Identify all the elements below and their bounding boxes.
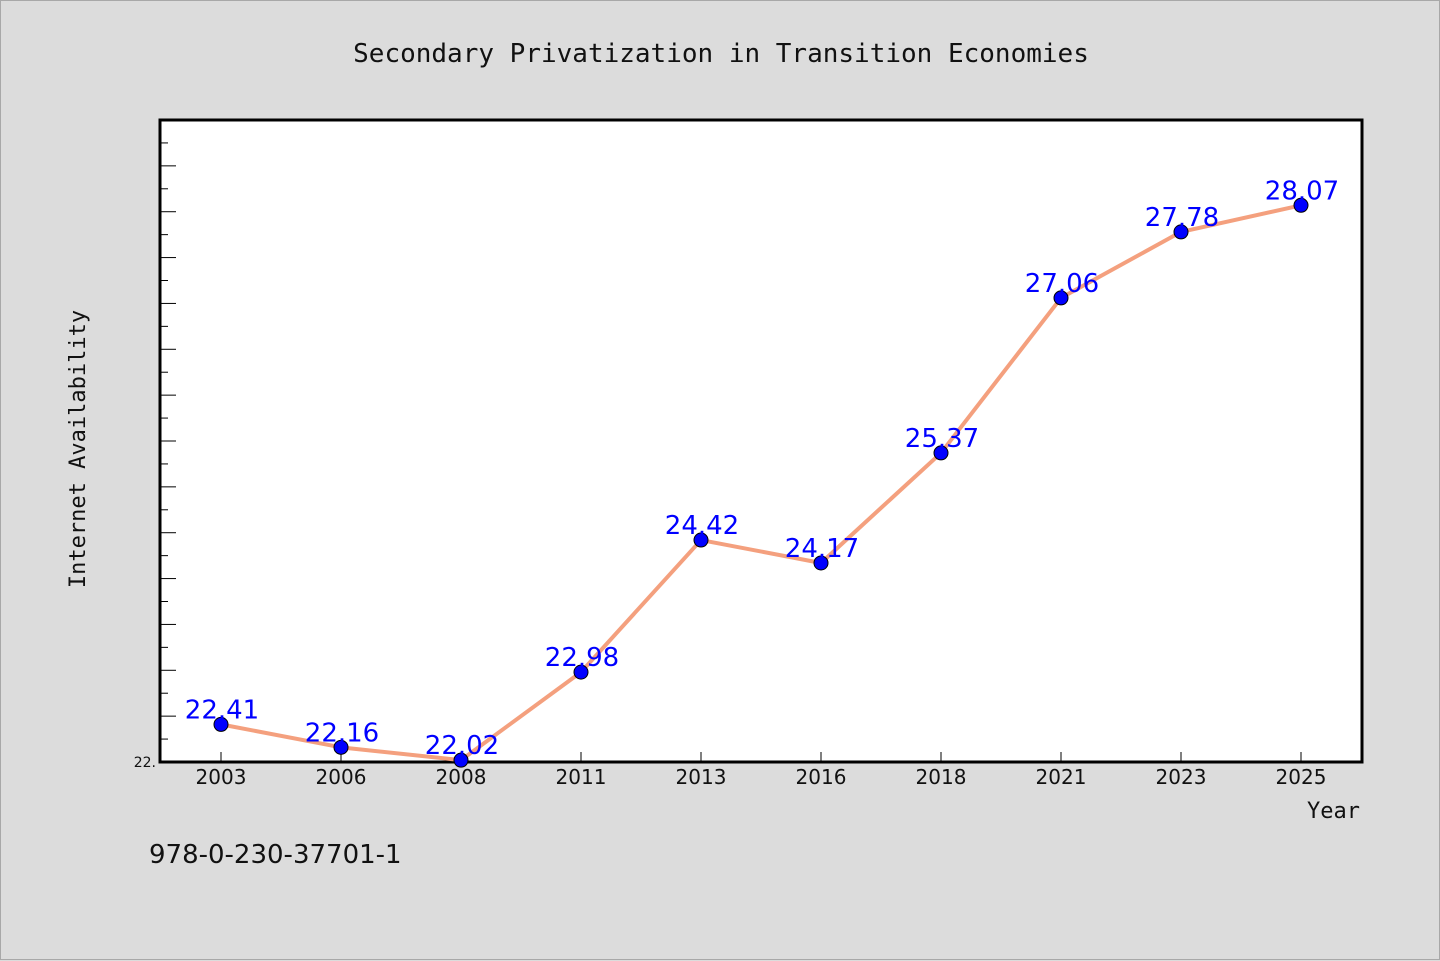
x-tick-label: 2013 [676,765,727,789]
y-axis-label: Internet Availability [66,310,91,588]
data-label: 22.98 [545,643,619,673]
x-tick-label: 2003 [196,765,247,789]
data-point [933,445,949,461]
y-tick-label: 22. [134,755,156,771]
x-tick-label: 2023 [1156,765,1207,789]
x-tick-label: 2025 [1276,765,1327,789]
data-label: 27.78 [1145,203,1219,233]
data-label: 22.41 [185,695,259,725]
data-label: 25.37 [905,424,979,454]
x-tick-label: 2011 [556,765,607,789]
data-point [213,716,229,732]
data-point [813,555,829,571]
data-point [1293,197,1309,213]
x-tick-label: 2016 [796,765,847,789]
series-polyline [219,203,1303,763]
data-label: 22.02 [425,731,499,761]
x-tick-label: 2018 [916,765,967,789]
x-axis-label: Year [1307,799,1360,824]
data-point [693,532,709,548]
y-axis-ticks [160,119,176,763]
plot-area [158,118,1364,764]
isbn-footer: 978-0-230-37701-1 [149,840,402,870]
data-label: 28.07 [1265,176,1339,206]
data-point [1173,224,1189,240]
data-points [213,197,1309,768]
x-tick-label: 2021 [1036,765,1087,789]
data-point [453,752,469,768]
data-label: 24.42 [665,511,739,541]
series-line [219,203,1303,763]
data-point [1053,290,1069,306]
x-tick-label: 2008 [436,765,487,789]
data-label: 24.17 [785,534,859,564]
data-labels: 22.41 22.16 22.02 22.98 24.42 24.17 25.37 27.06… [185,176,1339,761]
x-axis-ticks: 2003 2006 2008 2011 2013 2016 2018 2021 2023 2025 [196,752,1327,789]
x-tick-label: 2006 [316,765,367,789]
data-point [333,739,349,755]
chart-title: Secondary Privatization in Transition Ec… [353,39,1089,69]
data-label: 22.16 [305,718,379,748]
data-label: 27.06 [1025,269,1099,299]
data-point [573,664,589,680]
